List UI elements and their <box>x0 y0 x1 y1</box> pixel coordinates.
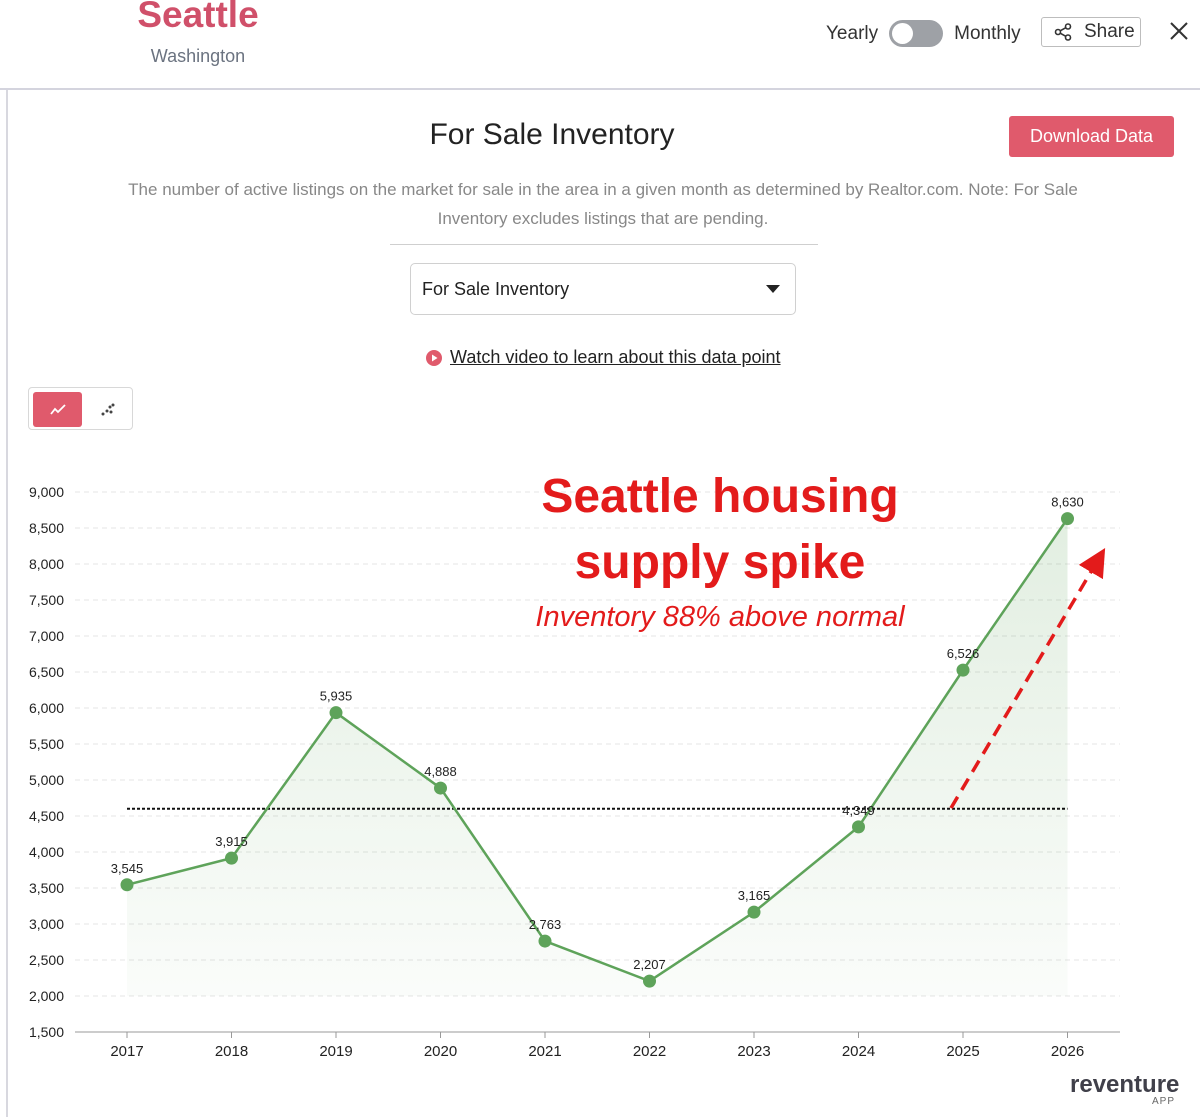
data-point <box>329 706 343 720</box>
x-tick-label: 2023 <box>737 1043 770 1060</box>
y-tick-label: 8,500 <box>29 520 64 536</box>
data-label: 3,545 <box>111 861 144 876</box>
monthly-label[interactable]: Monthly <box>954 22 1021 44</box>
data-label: 3,915 <box>215 834 248 849</box>
toggle-knob <box>892 23 914 44</box>
data-point <box>852 820 865 834</box>
data-point <box>1061 512 1074 526</box>
x-tick-label: 2026 <box>1051 1043 1084 1060</box>
data-label: 3,165 <box>738 888 771 903</box>
data-point <box>225 851 238 865</box>
y-tick-label: 5,000 <box>29 772 64 788</box>
annotation-headline-line2: supply spike <box>575 536 866 589</box>
page-header: Seattle Washington Yearly Monthly Share <box>0 0 1200 90</box>
video-link[interactable]: Watch video to learn about this data poi… <box>426 347 781 368</box>
x-tick-label: 2019 <box>319 1043 352 1060</box>
yearly-label[interactable]: Yearly <box>826 22 879 44</box>
y-tick-label: 3,000 <box>29 916 64 932</box>
y-tick-label: 6,000 <box>29 700 64 716</box>
share-button[interactable]: Share <box>1041 17 1141 47</box>
data-point <box>120 878 134 892</box>
x-tick-label: 2018 <box>215 1043 248 1060</box>
data-point <box>434 781 447 795</box>
play-icon <box>426 349 442 366</box>
brand-logo: reventure <box>1070 1071 1180 1098</box>
x-tick-label: 2017 <box>110 1043 143 1060</box>
metric-select-value: For Sale Inventory <box>422 278 570 299</box>
frequency-toggle-group: Yearly Monthly <box>826 20 1021 47</box>
caret-down-icon <box>766 285 780 293</box>
frequency-toggle[interactable] <box>889 20 944 47</box>
line-chart-icon <box>49 403 66 415</box>
y-tick-label: 3,500 <box>29 880 64 896</box>
data-label: 4,888 <box>424 764 457 779</box>
area-fill <box>127 518 1068 996</box>
scatter-chart-icon <box>101 403 114 415</box>
download-data-button[interactable]: Download Data <box>1009 116 1174 157</box>
y-tick-label: 9,000 <box>29 484 64 500</box>
data-label: 2,207 <box>633 957 666 972</box>
city-name: Seattle <box>137 0 259 35</box>
data-label: 6,526 <box>947 646 980 661</box>
divider <box>390 244 818 245</box>
chart-title: For Sale Inventory <box>429 118 675 151</box>
chart-description: The number of active listings on the mar… <box>128 180 1078 228</box>
metric-select[interactable]: For Sale Inventory <box>410 263 796 315</box>
y-tick-label: 8,000 <box>29 556 64 572</box>
share-icon <box>1054 23 1072 41</box>
y-tick-label: 7,500 <box>29 592 64 608</box>
annotation-headline-line1: Seattle housing <box>541 470 898 523</box>
data-point <box>538 934 552 948</box>
brand-sub: APP <box>1152 1096 1176 1107</box>
data-label: 8,630 <box>1051 495 1084 510</box>
y-tick-label: 7,000 <box>29 628 64 644</box>
x-tick-label: 2025 <box>946 1043 979 1060</box>
y-tick-label: 2,500 <box>29 952 64 968</box>
x-tick-label: 2024 <box>842 1043 875 1060</box>
share-label: Share <box>1084 21 1135 42</box>
inventory-line-chart: 1,500 2,000 2,500 3,000 3,500 4,000 4,500 5,000… <box>29 470 1120 1060</box>
y-tick-label: 4,000 <box>29 844 64 860</box>
data-point <box>747 905 761 919</box>
state-name: Washington <box>150 46 246 66</box>
data-label: 2,763 <box>529 917 562 932</box>
y-tick-label: 6,500 <box>29 664 64 680</box>
data-label: 5,935 <box>320 689 353 704</box>
y-tick-label: 2,000 <box>29 988 64 1004</box>
annotation-subline: Inventory 88% above normal <box>535 601 906 633</box>
data-point <box>956 663 970 677</box>
y-tick-label: 5,500 <box>29 736 64 752</box>
video-link-text: Watch video to learn about this data poi… <box>450 347 781 367</box>
y-tick-label: 4,500 <box>29 808 64 824</box>
series-line <box>126 517 1069 983</box>
data-label: 4,349 <box>842 803 875 818</box>
x-tick-label: 2022 <box>633 1043 666 1060</box>
y-tick-label: 1,500 <box>29 1024 64 1040</box>
line-chart-button[interactable] <box>33 392 82 427</box>
chart-panel <box>6 90 1196 1117</box>
trend-arrow <box>949 547 1106 809</box>
close-icon[interactable] <box>1168 20 1190 42</box>
scatter-chart-button[interactable] <box>85 392 130 427</box>
x-tick-label: 2020 <box>424 1043 457 1060</box>
chart-type-switcher <box>28 387 133 430</box>
data-point <box>643 974 656 988</box>
x-tick-label: 2021 <box>528 1043 561 1060</box>
